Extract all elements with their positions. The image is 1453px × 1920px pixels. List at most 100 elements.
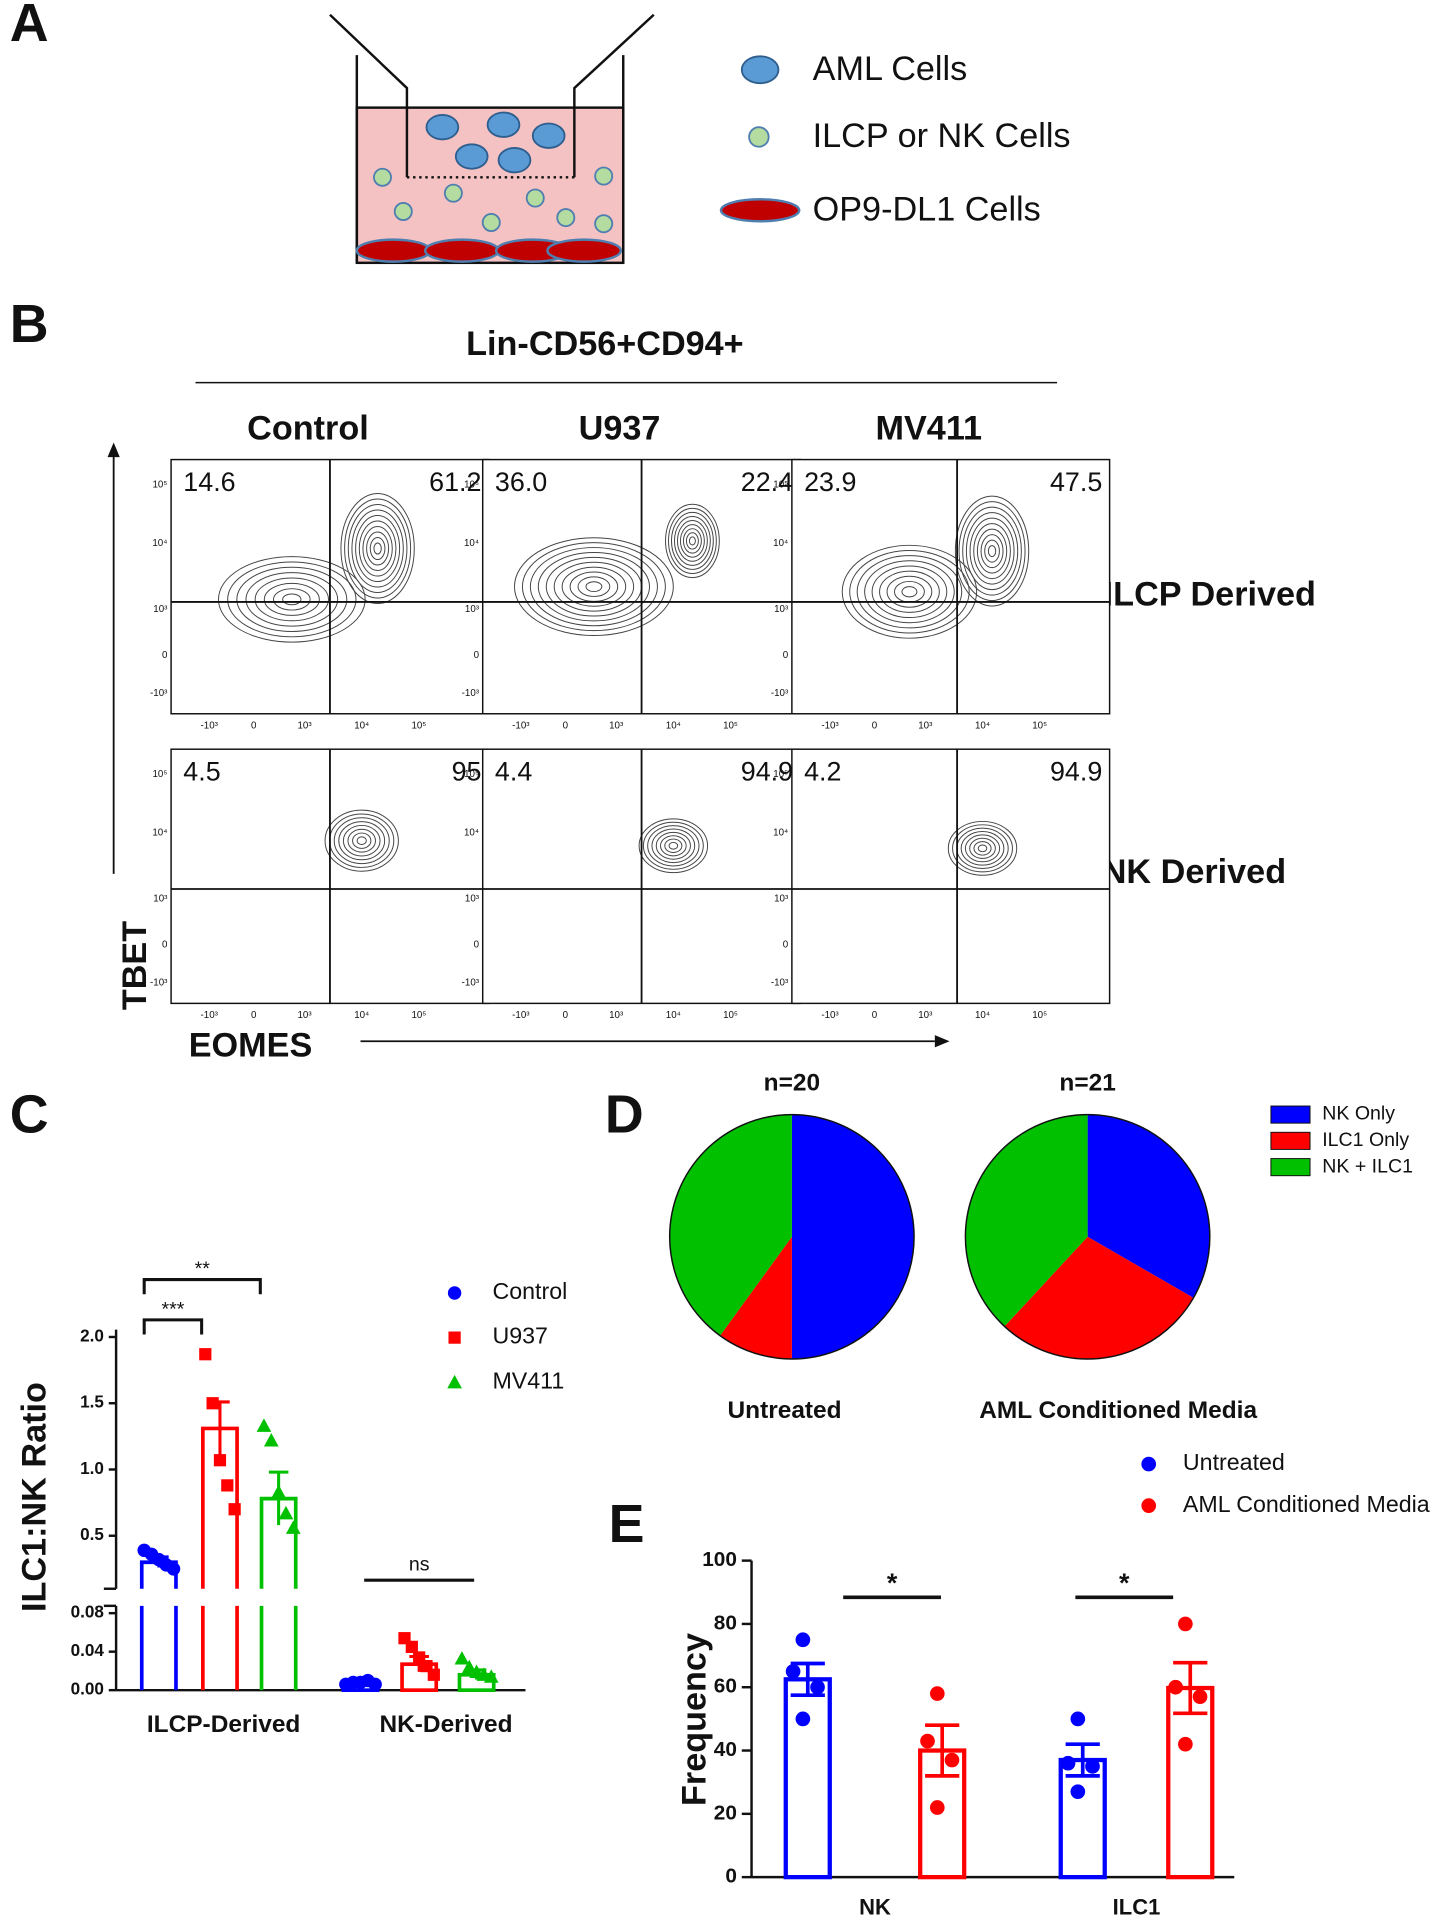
contour <box>351 509 404 588</box>
flow-tick-label: -10³ <box>462 978 480 989</box>
pie-title: n=21 <box>1059 1069 1115 1096</box>
y-tick-label: 0.00 <box>71 1680 104 1699</box>
legend-swatch <box>1270 1158 1311 1177</box>
bar <box>1166 1685 1215 1880</box>
contour <box>682 528 702 554</box>
data-point <box>929 1800 945 1815</box>
error-bar <box>1173 1660 1208 1716</box>
data-point <box>1060 1755 1076 1771</box>
quadrant-percent: 36.0 <box>495 467 547 497</box>
bar <box>201 1426 239 1691</box>
y-axis-label: ILC1:NK Ratio <box>16 1382 54 1612</box>
contour <box>340 493 415 605</box>
pie-outline <box>668 1113 915 1360</box>
flow-tick-label: -10³ <box>821 721 839 732</box>
y-tick-label: 0.04 <box>71 1641 105 1660</box>
flow-tick-label: 0 <box>783 650 789 661</box>
ilcp-cells <box>373 166 614 234</box>
contour <box>671 511 714 570</box>
bar <box>783 1677 832 1880</box>
contour <box>879 570 940 613</box>
data-point <box>199 1348 212 1361</box>
data-point <box>427 1668 440 1681</box>
contour <box>273 588 311 611</box>
significance-label: *** <box>162 1298 185 1320</box>
legend-marker <box>1141 1456 1157 1472</box>
contour <box>338 821 386 861</box>
contour <box>218 556 366 643</box>
legend-icon <box>740 55 780 85</box>
bar <box>139 1560 178 1691</box>
data-point <box>447 1286 462 1300</box>
data-point <box>1085 1759 1100 1774</box>
contour <box>676 520 708 562</box>
insert <box>329 13 409 178</box>
data-point <box>228 1503 241 1516</box>
y-tick-label: 1.5 <box>80 1393 104 1412</box>
contour <box>358 520 397 577</box>
quadrant-percent: 14.6 <box>183 467 235 497</box>
panel-letter: E <box>609 1494 645 1554</box>
contour <box>324 809 399 872</box>
flow-tick-label: 10³ <box>918 1010 933 1021</box>
pie-slice <box>1004 1236 1194 1359</box>
plot-frame <box>791 748 1111 1005</box>
quadrant-percent: 22.4 <box>741 467 793 497</box>
contour <box>849 549 970 634</box>
contour <box>561 566 627 607</box>
flow-tick-label: 0 <box>251 721 257 732</box>
flow-tick-label: 10³ <box>609 1010 624 1021</box>
quadrant-percent: 94.9 <box>741 757 793 787</box>
data-point <box>454 1651 470 1665</box>
flow-tick-label: -10³ <box>150 978 168 989</box>
flow-tick-label: 10⁵ <box>1032 721 1047 732</box>
flow-tick-label: 10⁵ <box>723 1010 738 1021</box>
data-point <box>795 1632 811 1648</box>
significance-bracket <box>142 1318 204 1335</box>
flow-tick-label: 0 <box>162 939 168 950</box>
data-point <box>483 1669 499 1683</box>
flow-title: Lin-CD56+CD94+ <box>466 325 744 363</box>
transwell-diagram: AML Cells ILCP or NK Cells OP9-DL1 Cells <box>329 13 1071 265</box>
contour <box>856 555 963 629</box>
flow-tick-label: -10³ <box>771 688 789 699</box>
contour <box>638 818 709 874</box>
y-axis-label: Frequency <box>676 1633 714 1806</box>
arrow-head <box>934 1035 950 1048</box>
data-point <box>405 1640 418 1653</box>
flow-tick-label: 10⁴ <box>464 538 479 549</box>
panel-letter: A <box>10 0 49 53</box>
contour <box>355 515 401 583</box>
contour <box>647 825 700 867</box>
flow-tick-label: 10⁴ <box>975 721 990 732</box>
data-point <box>263 1433 279 1447</box>
pie-slice <box>791 1114 915 1359</box>
legend-label: NK + ILC1 <box>1322 1155 1413 1177</box>
contour <box>668 507 717 574</box>
significance-label: * <box>887 1568 898 1598</box>
data-point <box>1168 1679 1183 1695</box>
contour <box>973 523 1011 580</box>
contour <box>901 586 918 598</box>
contour <box>987 545 997 558</box>
plot-frame <box>791 458 1111 715</box>
well <box>355 106 625 265</box>
significance-label: * <box>1119 1568 1130 1598</box>
data-point <box>271 1484 286 1499</box>
data-point <box>278 1505 294 1520</box>
contour <box>668 841 679 850</box>
y-tick-label: 0 <box>725 1865 737 1888</box>
legend-label: ILCP or NK Cells <box>813 117 1071 155</box>
legend-label: NK Only <box>1322 1103 1395 1125</box>
flow-plot: 23.9 47.5 10⁵ 10⁴ 10³ 0 -10³ -10³ 0 10³ 10⁴ 10⁵ <box>771 458 1111 732</box>
flow-tick-label: 10⁵ <box>773 769 788 780</box>
x-tick-label: ILC1 <box>1113 1895 1161 1920</box>
error-bar <box>790 1661 825 1697</box>
contour <box>347 504 408 594</box>
y-tick-label: 80 <box>714 1611 737 1634</box>
flow-tick-label: 10³ <box>297 721 312 732</box>
